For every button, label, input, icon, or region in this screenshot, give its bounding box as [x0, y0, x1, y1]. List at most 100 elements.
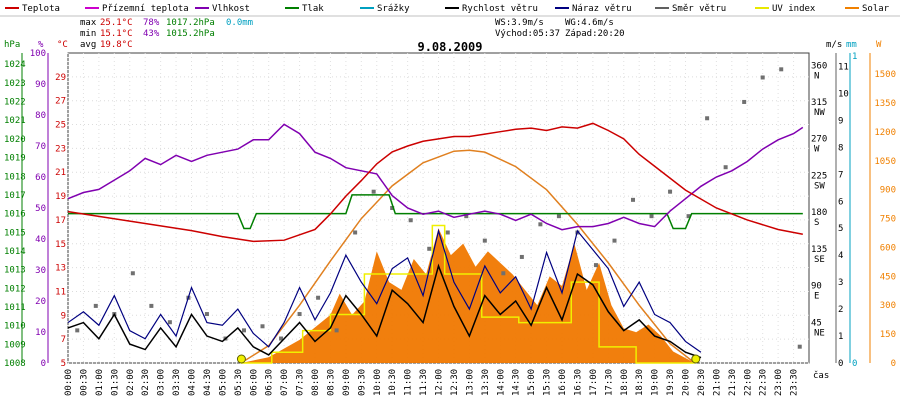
- w-tick: 1200: [874, 128, 896, 138]
- x-tick-label: 11:00: [404, 369, 414, 396]
- x-tick-label: 16:30: [573, 369, 583, 396]
- pct-unit: %: [38, 40, 44, 50]
- temperature-line: [67, 122, 803, 243]
- sunrise-marker: [236, 354, 246, 364]
- pct-tick: 40: [35, 235, 46, 245]
- x-tick-label: 05:30: [234, 369, 244, 396]
- x-tick-label: 13:00: [465, 369, 475, 396]
- w-tick: 1050: [874, 157, 896, 167]
- wind-direction-point: [260, 324, 265, 329]
- x-tick-label: 10:30: [388, 369, 398, 396]
- x-tick-label: 04:30: [203, 369, 213, 396]
- mm-unit: mm: [846, 40, 857, 50]
- w-tick: 0: [891, 359, 896, 369]
- ms-tick: 4: [838, 251, 843, 261]
- pct-tick: 100: [30, 49, 46, 59]
- degc-tick: 25: [55, 121, 66, 131]
- humidity-line: [67, 123, 804, 231]
- wind-direction-point: [742, 99, 747, 104]
- legend: Teplota Přízemní teplota Vlhkost Tlak Srážky…: [0, 4, 900, 17]
- wind-direction-point: [593, 263, 598, 268]
- wind-direction-point: [779, 67, 784, 72]
- hpa-tick: 1024: [4, 60, 26, 70]
- ms-tick: 2: [838, 305, 843, 315]
- degc-tick: 21: [55, 168, 66, 178]
- hpa-tick: 1015: [4, 228, 26, 238]
- wind-direction-point: [501, 271, 506, 276]
- degc-tick: 9: [61, 311, 66, 321]
- legend-label: Náraz větru: [572, 4, 632, 14]
- hpa-tick: 1020: [4, 135, 26, 145]
- pct-tick: 80: [35, 111, 46, 121]
- wind-direction-point: [149, 303, 154, 308]
- x-tick-label: 01:30: [110, 369, 120, 396]
- stats-max-hum: 78%: [143, 18, 160, 28]
- degc-tick: 17: [55, 216, 66, 226]
- wind-speed-line: [67, 263, 702, 359]
- sunset-marker: [691, 354, 701, 364]
- wind-direction-point: [204, 312, 209, 317]
- wind-direction-point: [93, 303, 98, 308]
- hpa-tick: 1021: [4, 116, 26, 126]
- x-tick-label: 15:00: [527, 369, 537, 396]
- x-tick-label: 08:00: [311, 369, 321, 396]
- ms-tick: 3: [838, 278, 843, 288]
- wind-direction-point: [705, 116, 710, 121]
- wind-direction-point: [75, 328, 80, 333]
- wind-direction-point: [445, 230, 450, 235]
- degc-tick: 19: [55, 192, 66, 202]
- degc-tick: 15: [55, 240, 66, 250]
- x-tick-label: 14:00: [496, 369, 506, 396]
- sunset-info: Západ:20:20: [565, 29, 625, 39]
- wg-info: WG:4.6m/s: [565, 18, 614, 28]
- x-tick-label: 14:30: [512, 369, 522, 396]
- legend-label: Rychlost větru: [462, 4, 538, 14]
- x-tick-label: 22:30: [759, 369, 769, 396]
- wind-direction-point: [353, 230, 358, 235]
- hpa-tick: 1016: [4, 210, 26, 220]
- stats-min-temp: 15.1°C: [100, 29, 133, 39]
- hpa-tick: 1011: [4, 303, 26, 313]
- pct-tick: 0: [41, 359, 46, 369]
- x-tick-label: 11:30: [419, 369, 429, 396]
- direction-compass-tick: SE: [814, 255, 825, 265]
- x-tick-label: 07:30: [296, 369, 306, 396]
- degc-tick: 27: [55, 97, 66, 107]
- stats-avg-temp: 19.8°C: [100, 40, 133, 50]
- x-tick-label: 13:30: [481, 369, 491, 396]
- wind-direction-point: [297, 312, 302, 317]
- w-tick: 750: [880, 215, 896, 225]
- direction-compass-tick: E: [814, 292, 819, 302]
- x-tick-label: 03:30: [172, 369, 182, 396]
- wind-direction-point: [241, 328, 246, 333]
- hpa-unit: hPa: [4, 40, 20, 50]
- x-tick-label: 21:30: [728, 369, 738, 396]
- x-tick-label: 01:00: [95, 369, 105, 396]
- x-tick-label: 05:00: [218, 369, 228, 396]
- wind-direction-point: [316, 295, 321, 300]
- hpa-tick: 1023: [4, 79, 26, 89]
- wind-direction-point: [371, 189, 376, 194]
- wind-direction-point: [686, 214, 691, 219]
- legend-label: Srážky: [377, 4, 410, 14]
- x-tick-label: 21:00: [712, 369, 722, 396]
- legend-label: Vlhkost: [212, 4, 250, 14]
- solar-area: [240, 228, 695, 363]
- x-tick-label: 23:30: [790, 369, 800, 396]
- wind-gust-line: [67, 228, 702, 353]
- pct-tick: 90: [35, 80, 46, 90]
- pct-tick: 60: [35, 173, 46, 183]
- x-tick-label: 20:00: [682, 369, 692, 396]
- wind-direction-point: [519, 254, 524, 259]
- stats-max-temp: 25.1°C: [100, 18, 133, 28]
- w-unit: W: [876, 40, 882, 50]
- wind-direction-point: [390, 206, 395, 210]
- x-tick-label: 02:30: [141, 369, 151, 396]
- direction-compass-tick: NW: [814, 108, 825, 118]
- solar-theoretical-line: [240, 149, 696, 364]
- pct-tick: 50: [35, 204, 46, 214]
- x-tick-label: 23:00: [774, 369, 784, 396]
- ws-info: WS:3.9m/s: [495, 18, 544, 28]
